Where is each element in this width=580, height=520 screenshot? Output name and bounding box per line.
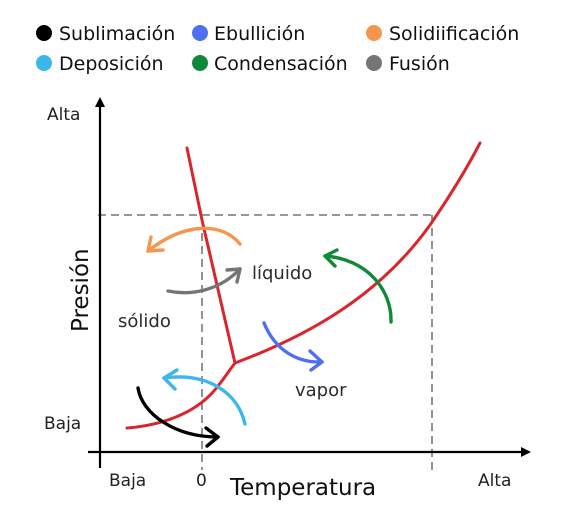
- legend-dot-ebullicion: [192, 25, 208, 41]
- legend-dot-deposicion: [36, 55, 52, 71]
- legend-label-ebullicion: Ebullición: [214, 23, 305, 45]
- legend-item-fusion: Fusión: [366, 53, 450, 75]
- legend-item-deposicion: Deposición: [36, 53, 164, 75]
- legend-dot-condensacion: [192, 55, 208, 71]
- solidification-arrow: [146, 226, 242, 253]
- boiling-arrow: [262, 321, 324, 372]
- y-tick-low: Baja: [44, 414, 81, 434]
- fusion-arrow: [166, 267, 242, 295]
- x-tick-low: Baja: [109, 471, 146, 491]
- legend-item-solidificacion: Solidiificación: [366, 23, 519, 45]
- phase-boundaries: [125, 141, 482, 430]
- transition-arrows: [136, 226, 393, 448]
- legend-dot-sublimacion: [36, 25, 52, 41]
- fusion-curve: [185, 146, 237, 365]
- condensation-arrow: [323, 248, 393, 324]
- legend-label-condensacion: Condensación: [214, 53, 348, 75]
- x-tick-high: Alta: [478, 471, 511, 491]
- region-label-liquid: líquido: [252, 263, 312, 284]
- y-tick-high: Alta: [47, 105, 80, 125]
- x-axis-title: Temperatura: [229, 475, 376, 501]
- x-tick-zero: 0: [196, 471, 207, 491]
- region-label-solid: sólido: [118, 311, 171, 332]
- legend-item-condensacion: Condensación: [192, 53, 348, 75]
- legend-item-ebullicion: Ebullición: [192, 23, 305, 45]
- legend-dot-solidificacion: [366, 25, 382, 41]
- y-axis-title: Presión: [68, 248, 94, 332]
- axes: [88, 97, 531, 468]
- legend-label-sublimacion: Sublimación: [59, 23, 175, 45]
- legend-label-fusion: Fusión: [389, 53, 450, 75]
- legend: Sublimación Ebullición Solidiificación D…: [36, 23, 519, 75]
- sublimation-curve: [125, 361, 237, 430]
- legend-label-solidificacion: Solidiificación: [389, 23, 519, 45]
- region-label-vapor: vapor: [295, 380, 347, 401]
- legend-label-deposicion: Deposición: [59, 53, 164, 75]
- vaporization-curve: [233, 141, 482, 365]
- legend-item-sublimacion: Sublimación: [36, 23, 175, 45]
- deposition-arrow: [162, 368, 247, 426]
- legend-dot-fusion: [366, 55, 382, 71]
- guide-lines: [98, 214, 433, 470]
- sublimation-arrow: [136, 386, 220, 448]
